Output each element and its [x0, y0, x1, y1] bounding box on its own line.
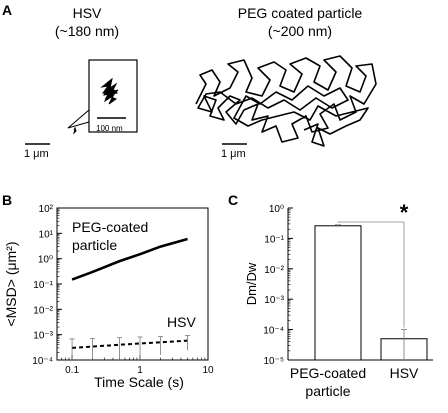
y-tick-label: 10⁻² [33, 305, 53, 316]
peg-title-line1: PEG coated particle [237, 5, 363, 21]
left-scale-label: 1 μm [24, 148, 49, 160]
series-line-0 [71, 237, 188, 281]
x-axis-label: Time Scale (s) [94, 374, 184, 390]
inset-scale-label: 100 nm [96, 124, 123, 133]
peg-track [195, 55, 377, 147]
panel-b-letter: B [2, 192, 13, 208]
hsv-title-line2: (~180 nm) [54, 23, 120, 39]
peg-title: PEG coated particle (~200 nm) [225, 4, 375, 40]
x-tick-label: 10 [202, 365, 214, 376]
hsv-title: HSV (~180 nm) [37, 4, 137, 40]
category-label: particle [305, 383, 350, 399]
significance-asterisk: * [400, 200, 409, 225]
y-tick-label: 10¹ [39, 229, 54, 240]
peg-title-line2: (~200 nm) [267, 23, 333, 39]
x-tick-label: 0.1 [65, 365, 79, 376]
y-tick-label: 10⁻³ [33, 331, 53, 342]
right-scale-label: 1 μm [221, 148, 246, 160]
peg-series-label: PEG-coated [72, 219, 148, 235]
panel-c-letter: C [228, 192, 239, 208]
y-tick-label: 10⁻⁵ [263, 356, 284, 367]
hsv-track-small [73, 126, 77, 135]
hsv-track-inset [100, 77, 119, 105]
y-tick-label: 10⁻¹ [33, 280, 53, 291]
panel-a-letter: A [2, 2, 13, 18]
y-axis-label: <MSD> (μm²) [3, 241, 19, 326]
series-line-1 [72, 339, 188, 349]
bar [314, 225, 362, 361]
panel-a-trajectories [25, 55, 377, 147]
y-tick-label: 10⁻¹ [264, 234, 284, 245]
y-tick-label: 10⁻³ [264, 295, 284, 306]
hsv-title-line1: HSV [72, 5, 102, 21]
y-tick-label: 10⁻⁴ [263, 326, 284, 337]
y-tick-label: 10⁻² [264, 265, 284, 276]
hsv-series-label: HSV [167, 314, 196, 330]
y-tick-label: 10² [39, 204, 54, 215]
x-tick-label: 1 [137, 365, 143, 376]
category-label: HSV [390, 365, 419, 381]
peg-series-label: particle [72, 237, 117, 253]
y-tick-label: 10⁰ [269, 204, 284, 215]
y-axis-label: Dm/Dw [244, 262, 259, 305]
y-tick-label: 10⁰ [38, 255, 53, 266]
y-tick-label: 10⁻⁴ [32, 356, 53, 367]
category-label: PEG-coated [290, 365, 366, 381]
